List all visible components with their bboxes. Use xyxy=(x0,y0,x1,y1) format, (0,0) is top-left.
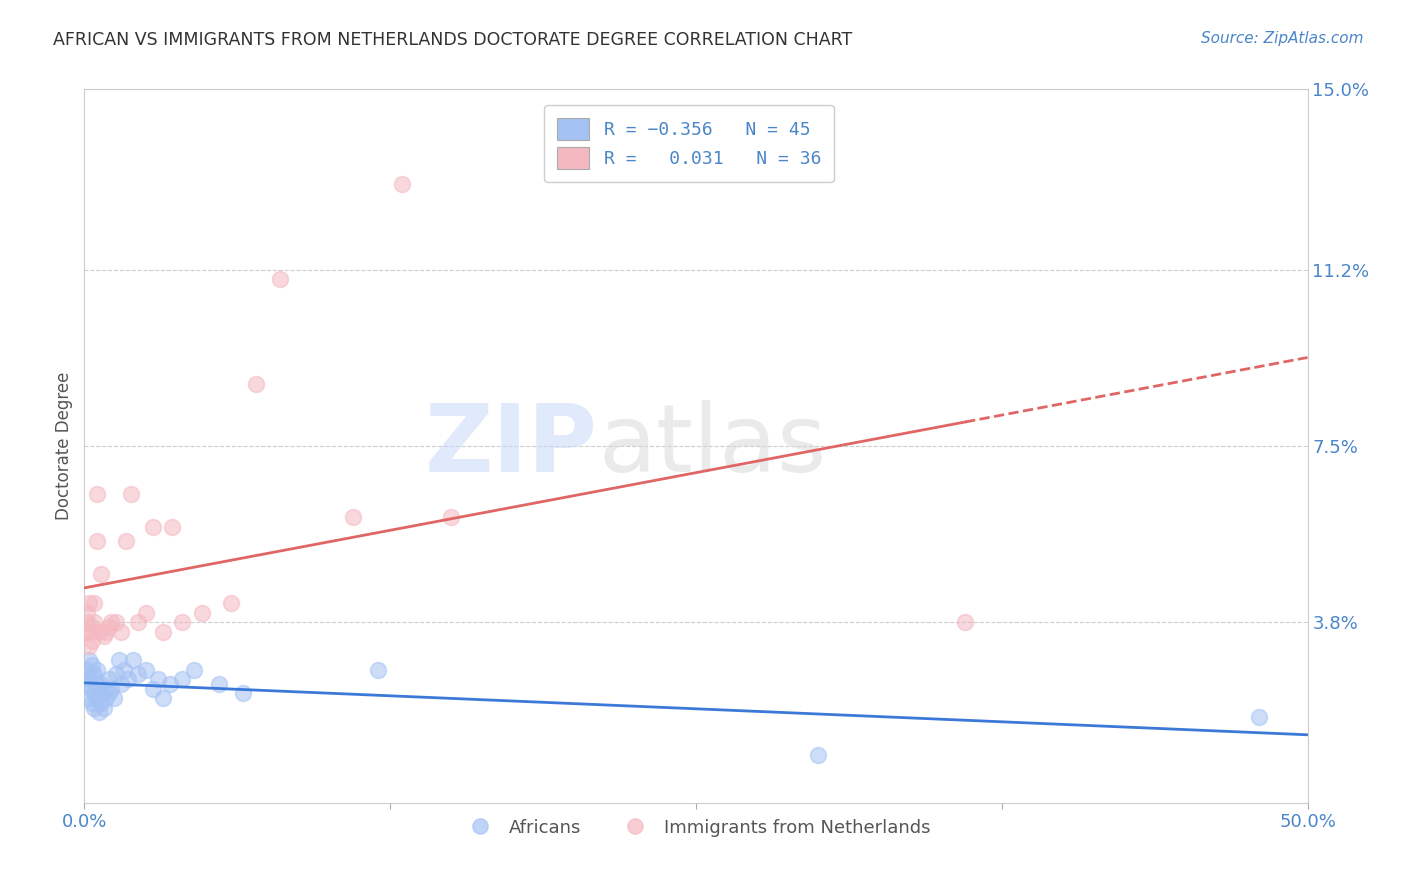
Point xyxy=(127,615,149,629)
Point xyxy=(77,624,100,639)
Point xyxy=(219,596,242,610)
Point xyxy=(87,686,110,700)
Point xyxy=(77,596,100,610)
Point xyxy=(100,615,122,629)
Point xyxy=(83,667,105,681)
Point xyxy=(342,510,364,524)
Point xyxy=(122,653,145,667)
Point xyxy=(97,672,120,686)
Point xyxy=(146,672,169,686)
Point xyxy=(105,667,128,681)
Point xyxy=(135,663,157,677)
Point xyxy=(391,178,413,192)
Point xyxy=(269,272,291,286)
Point xyxy=(80,696,103,710)
Point xyxy=(86,691,108,706)
Point xyxy=(86,663,108,677)
Text: ZIP: ZIP xyxy=(425,400,598,492)
Point xyxy=(90,696,112,710)
Point xyxy=(90,677,112,691)
Point xyxy=(80,681,103,696)
Text: atlas: atlas xyxy=(598,400,827,492)
Point xyxy=(86,534,108,549)
Point xyxy=(83,615,105,629)
Point xyxy=(76,677,98,691)
Point xyxy=(77,691,100,706)
Point xyxy=(77,653,100,667)
Point xyxy=(162,520,184,534)
Point xyxy=(1247,710,1270,724)
Point xyxy=(103,691,125,706)
Point xyxy=(86,486,108,500)
Point xyxy=(127,667,149,681)
Point xyxy=(110,624,132,639)
Text: AFRICAN VS IMMIGRANTS FROM NETHERLANDS DOCTORATE DEGREE CORRELATION CHART: AFRICAN VS IMMIGRANTS FROM NETHERLANDS D… xyxy=(53,31,852,49)
Point xyxy=(93,629,115,643)
Point xyxy=(83,686,105,700)
Point xyxy=(77,639,100,653)
Point xyxy=(96,624,118,639)
Point xyxy=(107,653,129,667)
Legend: Africans, Immigrants from Netherlands: Africans, Immigrants from Netherlands xyxy=(454,812,938,844)
Point xyxy=(953,615,976,629)
Point xyxy=(76,606,98,620)
Point xyxy=(152,691,174,706)
Point xyxy=(135,606,157,620)
Point xyxy=(112,663,135,677)
Point xyxy=(93,681,115,696)
Point xyxy=(76,663,98,677)
Point xyxy=(232,686,254,700)
Point xyxy=(83,596,105,610)
Point xyxy=(115,534,138,549)
Point xyxy=(117,672,139,686)
Point xyxy=(120,486,142,500)
Point xyxy=(80,657,103,672)
Point xyxy=(76,615,98,629)
Point xyxy=(97,620,120,634)
Point xyxy=(110,677,132,691)
Point xyxy=(80,667,103,681)
Point xyxy=(183,663,205,677)
Point xyxy=(87,624,110,639)
Point xyxy=(86,677,108,691)
Point xyxy=(807,748,830,763)
Point xyxy=(90,567,112,582)
Point xyxy=(105,615,128,629)
Point xyxy=(367,663,389,677)
Point xyxy=(172,672,194,686)
Point xyxy=(76,624,98,639)
Point xyxy=(100,681,122,696)
Point xyxy=(245,377,267,392)
Point xyxy=(152,624,174,639)
Point xyxy=(97,686,120,700)
Point xyxy=(172,615,194,629)
Point xyxy=(96,691,118,706)
Point xyxy=(77,672,100,686)
Point xyxy=(87,706,110,720)
Point xyxy=(142,520,165,534)
Point xyxy=(208,677,231,691)
Y-axis label: Doctorate Degree: Doctorate Degree xyxy=(55,372,73,520)
Point xyxy=(83,700,105,714)
Point xyxy=(159,677,181,691)
Point xyxy=(80,634,103,648)
Point xyxy=(191,606,214,620)
Text: Source: ZipAtlas.com: Source: ZipAtlas.com xyxy=(1201,31,1364,46)
Point xyxy=(80,620,103,634)
Point xyxy=(142,681,165,696)
Point xyxy=(440,510,463,524)
Point xyxy=(93,700,115,714)
